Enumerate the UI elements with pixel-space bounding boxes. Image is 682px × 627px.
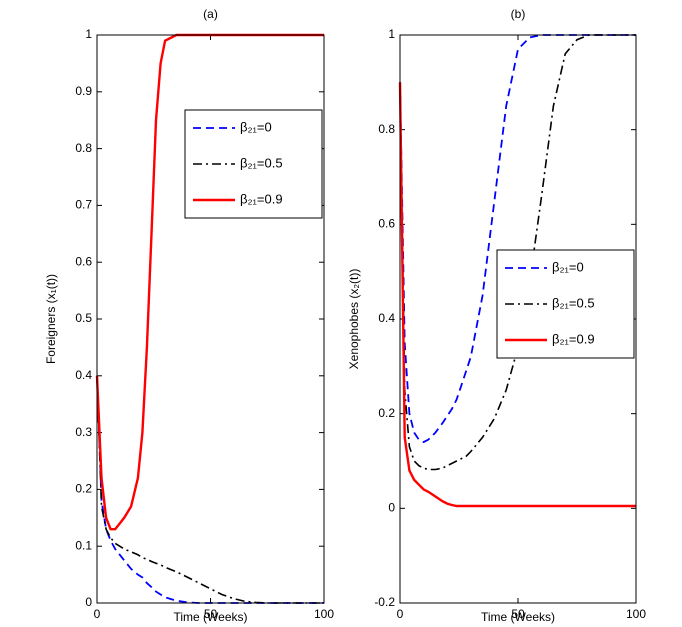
axes: (a) Time (Weeks) Foreigners (x₁(t)) 0 50 100 0… (44, 7, 334, 624)
x-tick-label: 50 (511, 607, 525, 621)
y-tick-label: 0.4 (75, 368, 92, 382)
chart-title: (a) (203, 7, 218, 21)
series-line (398, 82, 636, 508)
legend-label: β₂₁=0 (240, 119, 272, 134)
y-tick-label: 0.2 (75, 482, 92, 496)
y-tick-label: 0.8 (75, 141, 92, 155)
plot-frame (399, 34, 637, 604)
legend-label: β₂₁=0 (552, 259, 584, 274)
y-tick-label: 0.6 (378, 217, 395, 231)
y-tick-label: 0.1 (75, 538, 92, 552)
y-tick-label: 0.5 (75, 311, 92, 325)
x-tick-label: 50 (204, 607, 218, 621)
y-tick-label: 0.4 (378, 311, 395, 325)
x-axis-label: Time (Weeks) (173, 610, 247, 624)
series-line (399, 34, 636, 471)
series-line (96, 375, 324, 604)
x-tick-label: 100 (314, 607, 334, 621)
series-line (399, 34, 636, 444)
y-tick-label: 1 (388, 27, 395, 41)
y-tick-label: 0.9 (75, 84, 92, 98)
y-tick-label: 0 (388, 501, 395, 515)
plot-frame (96, 34, 325, 604)
y-tick-label: 1 (85, 27, 92, 41)
legend: β₂₁=0 β₂₁=0.5 β₂₁=0.9 (496, 249, 635, 359)
legend: β₂₁=0 β₂₁=0.5 β₂₁=0.9 (184, 109, 323, 219)
y-axis-label: Foreigners (x₁(t)) (44, 274, 58, 364)
y-tick-label: 0.3 (75, 425, 92, 439)
axes: (b) Time (Weeks) Xenophobes (x₂(t)) 0 50 100 -… (347, 7, 646, 624)
legend-label: β₂₁=0.5 (552, 295, 595, 310)
series-line (95, 33, 324, 531)
y-axis-label: Xenophobes (x₂(t)) (347, 269, 361, 370)
x-tick-label: 100 (626, 607, 646, 621)
x-tick-label: 0 (94, 607, 101, 621)
y-tick-label: 0.2 (378, 406, 395, 420)
y-tick-label: 0.7 (75, 198, 92, 212)
x-tick-label: 0 (397, 607, 404, 621)
y-tick-label: 0 (85, 595, 92, 609)
series-line (96, 375, 324, 604)
y-tick-label: 0.6 (75, 254, 92, 268)
y-tick-label: 0.8 (378, 122, 395, 136)
chart-title: (b) (511, 7, 526, 21)
legend-label: β₂₁=0.9 (240, 191, 283, 206)
legend-label: β₂₁=0.9 (552, 331, 595, 346)
y-tick-label: -0.2 (374, 595, 395, 609)
legend-label: β₂₁=0.5 (240, 155, 283, 170)
x-axis-label: Time (Weeks) (481, 610, 555, 624)
